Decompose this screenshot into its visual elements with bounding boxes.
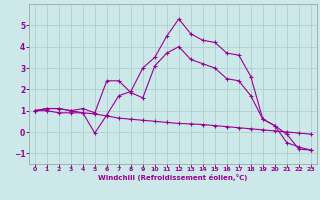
X-axis label: Windchill (Refroidissement éolien,°C): Windchill (Refroidissement éolien,°C) — [98, 174, 247, 181]
